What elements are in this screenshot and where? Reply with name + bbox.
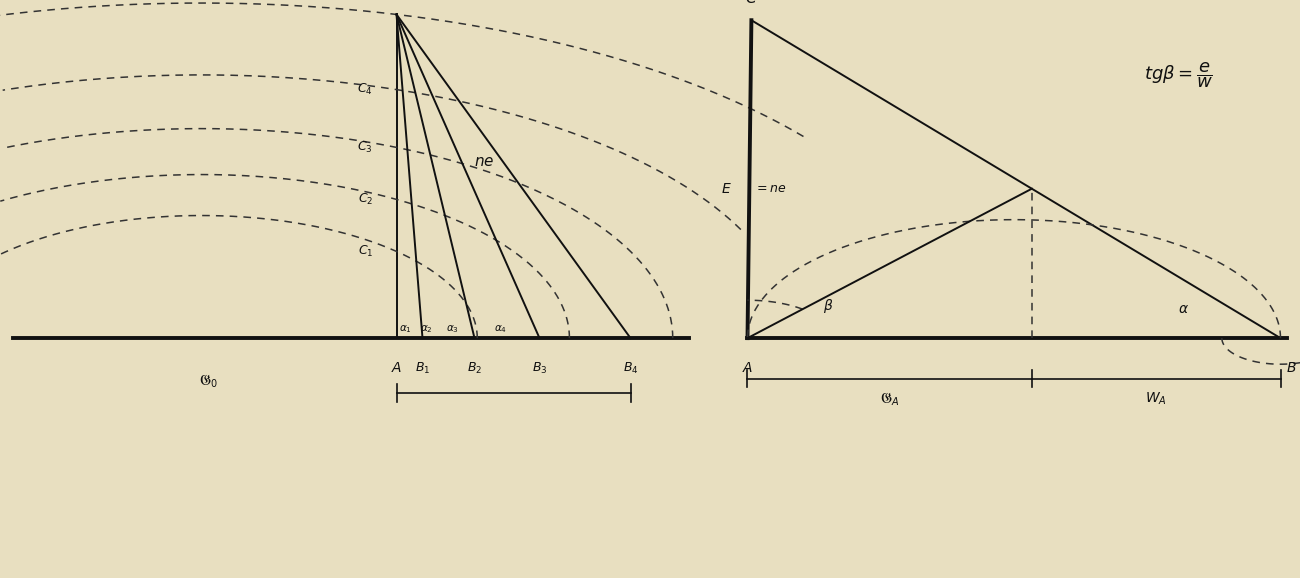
Text: $\alpha_2$: $\alpha_2$ xyxy=(420,324,433,335)
Text: $\mathfrak{G}_0$: $\mathfrak{G}_0$ xyxy=(199,373,217,390)
Text: $\beta$: $\beta$ xyxy=(823,297,833,316)
Text: $\alpha$: $\alpha$ xyxy=(1178,302,1188,316)
Text: $B_2$: $B_2$ xyxy=(467,361,482,376)
Text: $\alpha_4$: $\alpha_4$ xyxy=(494,324,507,335)
Text: $C$: $C$ xyxy=(745,0,758,6)
Text: $=ne$: $=ne$ xyxy=(754,182,786,195)
Text: $\alpha_1$: $\alpha_1$ xyxy=(399,324,412,335)
Text: $tg\beta=\dfrac{e}{w}$: $tg\beta=\dfrac{e}{w}$ xyxy=(1144,60,1213,90)
Text: $\alpha_3$: $\alpha_3$ xyxy=(446,324,459,335)
Text: $C_3$: $C_3$ xyxy=(358,140,373,155)
Text: $E$: $E$ xyxy=(722,181,732,196)
Text: $B_1$: $B_1$ xyxy=(415,361,430,376)
Text: $C_4$: $C_4$ xyxy=(358,82,373,97)
Text: $B_4$: $B_4$ xyxy=(623,361,638,376)
Text: $A$: $A$ xyxy=(391,361,402,375)
Text: $B$: $B$ xyxy=(1286,361,1296,375)
Text: $\mathfrak{G}_A$: $\mathfrak{G}_A$ xyxy=(880,390,900,407)
Text: $A$: $A$ xyxy=(742,361,753,375)
Text: $B_3$: $B_3$ xyxy=(532,361,547,376)
Text: $W_A$: $W_A$ xyxy=(1145,390,1167,406)
Text: $ne$: $ne$ xyxy=(474,155,495,169)
Text: $C_1$: $C_1$ xyxy=(358,244,373,259)
Text: $C_2$: $C_2$ xyxy=(358,192,373,207)
